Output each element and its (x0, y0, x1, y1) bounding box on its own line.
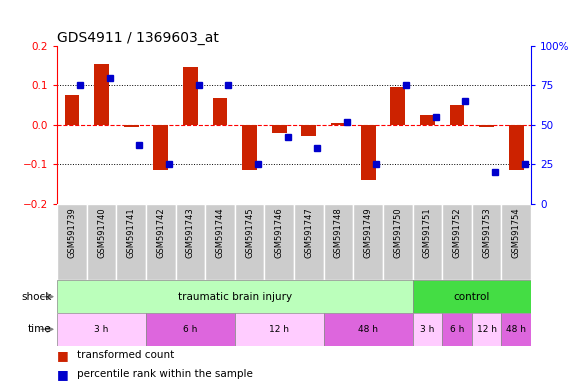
Text: GSM591750: GSM591750 (393, 207, 402, 258)
Bar (176, 204, 205, 280)
Bar (472, 204, 501, 280)
Bar (264, 204, 294, 280)
Bar (205, 204, 235, 280)
Text: 6 h: 6 h (183, 325, 198, 334)
Text: GSM591745: GSM591745 (245, 207, 254, 258)
Bar (124, 125, 139, 127)
Bar (472, 313, 501, 346)
Text: ■: ■ (57, 349, 69, 362)
Bar (501, 313, 531, 346)
Text: GSM591739: GSM591739 (67, 207, 77, 258)
Bar (57, 204, 87, 280)
Text: GSM591749: GSM591749 (364, 207, 373, 258)
Text: GSM591746: GSM591746 (275, 207, 284, 258)
Bar (391, 87, 405, 125)
Bar (324, 313, 412, 346)
Bar (479, 125, 494, 127)
Bar (94, 64, 109, 125)
Bar (509, 125, 524, 170)
Bar (242, 125, 257, 170)
Bar (301, 125, 316, 136)
Text: 3 h: 3 h (94, 325, 108, 334)
Text: GSM591752: GSM591752 (452, 207, 461, 258)
Bar (324, 204, 353, 280)
Bar (272, 125, 287, 132)
Text: transformed count: transformed count (77, 350, 174, 360)
Bar (146, 313, 235, 346)
Text: GSM591742: GSM591742 (156, 207, 165, 258)
Bar (412, 313, 442, 346)
Text: 12 h: 12 h (477, 325, 497, 334)
Text: time: time (28, 324, 51, 334)
Text: GSM591741: GSM591741 (127, 207, 136, 258)
Text: GSM591740: GSM591740 (97, 207, 106, 258)
Bar (449, 105, 464, 125)
Text: GSM591751: GSM591751 (423, 207, 432, 258)
Bar (146, 204, 176, 280)
Bar (57, 280, 412, 313)
Bar (116, 204, 146, 280)
Text: GSM591747: GSM591747 (304, 207, 313, 258)
Text: 48 h: 48 h (506, 325, 526, 334)
Bar (361, 125, 376, 180)
Text: GDS4911 / 1369603_at: GDS4911 / 1369603_at (57, 31, 219, 45)
Bar (65, 95, 79, 125)
Bar (212, 98, 227, 125)
Text: ■: ■ (57, 368, 69, 381)
Bar (501, 204, 531, 280)
Text: GSM591748: GSM591748 (334, 207, 343, 258)
Bar (353, 204, 383, 280)
Bar (235, 204, 264, 280)
Bar (412, 280, 531, 313)
Bar (420, 115, 435, 125)
Bar (331, 123, 346, 125)
Text: 12 h: 12 h (270, 325, 289, 334)
Text: shock: shock (21, 291, 51, 302)
Bar (442, 313, 472, 346)
Text: GSM591744: GSM591744 (215, 207, 224, 258)
Text: control: control (453, 291, 490, 302)
Bar (383, 204, 412, 280)
Text: 48 h: 48 h (358, 325, 378, 334)
Bar (235, 313, 324, 346)
Text: GSM591743: GSM591743 (186, 207, 195, 258)
Text: percentile rank within the sample: percentile rank within the sample (77, 369, 253, 379)
Text: traumatic brain injury: traumatic brain injury (178, 291, 292, 302)
Text: 3 h: 3 h (420, 325, 435, 334)
Bar (183, 66, 198, 125)
Bar (412, 204, 442, 280)
Bar (87, 204, 116, 280)
Text: GSM591753: GSM591753 (482, 207, 491, 258)
Bar (57, 313, 146, 346)
Text: GSM591754: GSM591754 (512, 207, 521, 258)
Bar (154, 125, 168, 170)
Text: 6 h: 6 h (450, 325, 464, 334)
Bar (294, 204, 324, 280)
Bar (442, 204, 472, 280)
